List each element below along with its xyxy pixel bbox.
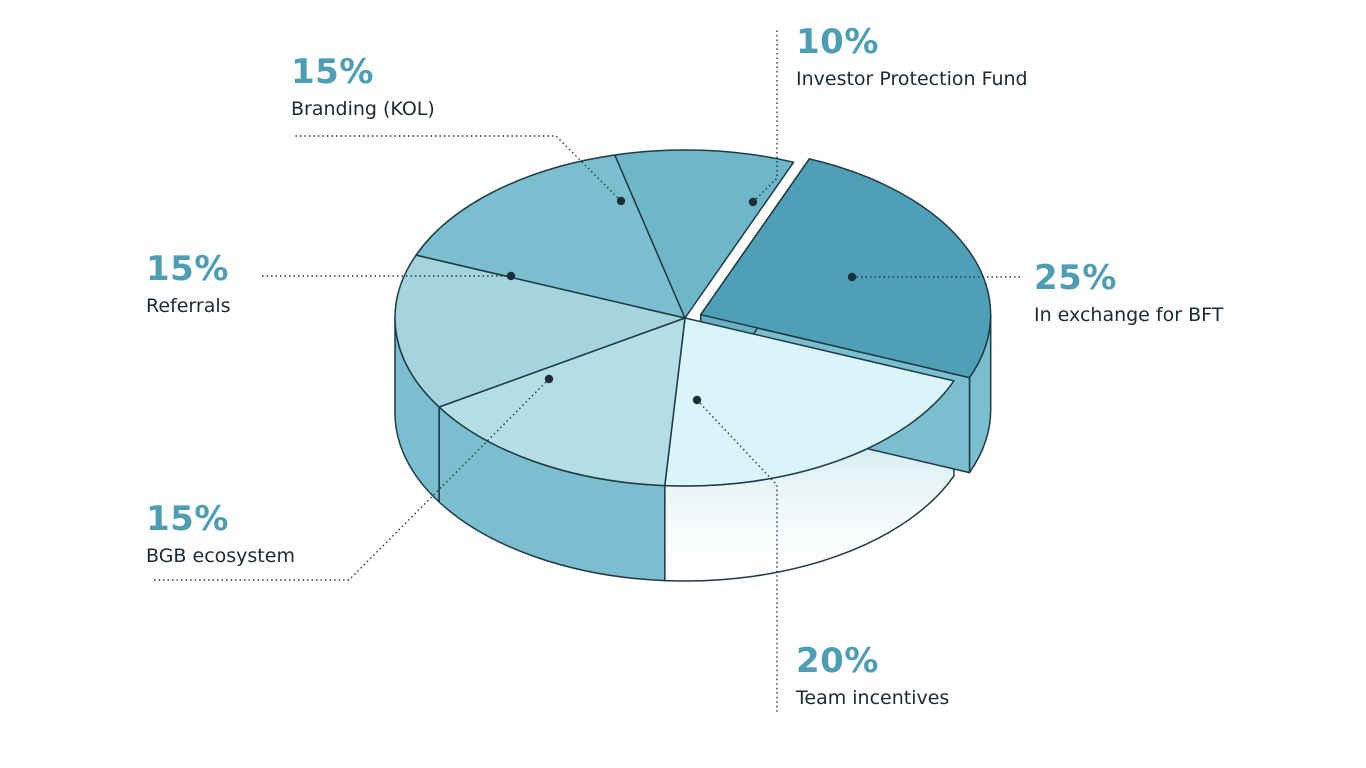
label-team-incentives: 20% Team incentives (796, 641, 949, 711)
slice-label: In exchange for BFT (1034, 304, 1224, 326)
leader-dot-investor-protection-fund (748, 197, 758, 207)
slice-label: Investor Protection Fund (796, 68, 1028, 90)
leader-dot-in-exchange-for-bft (847, 272, 857, 282)
leader-dot-team-incentives (692, 395, 702, 405)
leader-line-bgb-ecosystem (152, 378, 550, 581)
slice-investor-protection-fund (614, 149, 795, 319)
slice-value: 15% (291, 52, 374, 92)
label-referrals: 15% Referrals (146, 249, 231, 319)
label-bgb-ecosystem: 15% BGB ecosystem (146, 499, 295, 569)
slice-value: 20% (796, 641, 879, 681)
slice-bgb-ecosystem (438, 317, 686, 487)
slice-referrals (394, 254, 686, 408)
label-investor-protection-fund: 10% Investor Protection Fund (796, 22, 1028, 92)
leader-dot-bgb-ecosystem (544, 374, 554, 384)
slice-value: 15% (146, 499, 229, 539)
slice-value: 25% (1034, 258, 1117, 298)
leader-dot-referrals (506, 271, 516, 281)
slice-value: 10% (796, 22, 879, 62)
slice-label: Team incentives (796, 687, 950, 709)
label-in-exchange-for-bft: 25% In exchange for BFT (1034, 258, 1223, 328)
leader-dot-branding-kol (616, 196, 626, 206)
slice-label: Referrals (146, 295, 231, 317)
slice-label: BGB ecosystem (146, 545, 295, 567)
label-branding-kol: 15% Branding (KOL) (291, 52, 435, 122)
slice-label: Branding (KOL) (291, 98, 435, 120)
slice-in-exchange-for-bft (699, 158, 992, 379)
slice-team-incentives (664, 317, 955, 487)
slice-value: 15% (146, 249, 229, 289)
slice-branding-kol (415, 154, 686, 319)
